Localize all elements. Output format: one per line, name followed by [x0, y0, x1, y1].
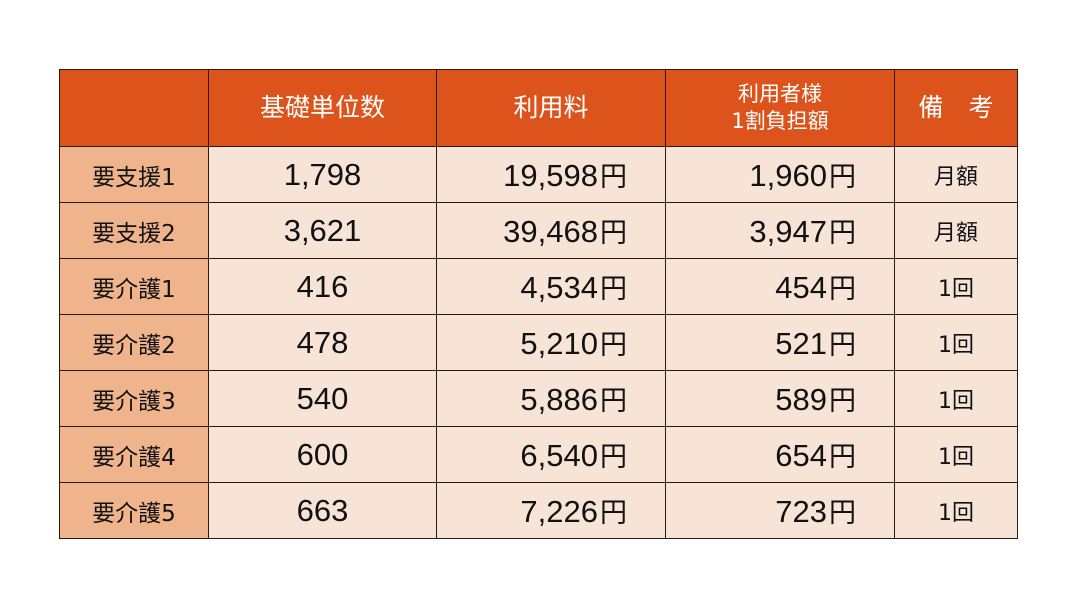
note-cell: 1回: [894, 482, 1018, 539]
header-copay-line1: 利用者様: [738, 82, 822, 106]
fee-value: 4,534: [520, 270, 598, 305]
units-cell: 478: [208, 314, 437, 371]
fee-cell: 39,468円: [436, 202, 666, 259]
note-cell: 1回: [894, 426, 1018, 483]
table-row: 要支援1 1,798 19,598円 1,960円 月額: [59, 146, 1018, 203]
table-row: 要介護2 478 5,210円 521円 1回: [59, 314, 1018, 371]
copay-value: 521: [775, 326, 827, 361]
header-fee: 利用料: [436, 69, 666, 147]
header-units: 基礎単位数: [208, 69, 437, 147]
header-note: 備 考: [894, 69, 1018, 147]
header-copay-line2: 1割負担額: [731, 109, 829, 133]
fee-cell: 19,598円: [436, 146, 666, 203]
currency-unit: 円: [829, 442, 856, 473]
currency-unit: 円: [600, 218, 627, 249]
currency-unit: 円: [829, 330, 856, 361]
row-label: 要支援1: [59, 146, 209, 203]
header-copay: 利用者様 1割負担額: [665, 69, 895, 147]
table-row: 要介護3 540 5,886円 589円 1回: [59, 370, 1018, 427]
note-cell: 1回: [894, 370, 1018, 427]
copay-value: 1,960: [749, 158, 827, 193]
copay-cell: 589円: [665, 370, 895, 427]
fee-cell: 5,886円: [436, 370, 666, 427]
fee-value: 5,210: [520, 326, 598, 361]
currency-unit: 円: [829, 162, 856, 193]
copay-value: 454: [775, 270, 827, 305]
units-cell: 416: [208, 258, 437, 315]
copay-cell: 3,947円: [665, 202, 895, 259]
units-cell: 540: [208, 370, 437, 427]
note-cell: 1回: [894, 258, 1018, 315]
row-label: 要介護3: [59, 370, 209, 427]
table-row: 要介護4 600 6,540円 654円 1回: [59, 426, 1018, 483]
row-label: 要介護5: [59, 482, 209, 539]
fee-value: 5,886: [520, 382, 598, 417]
fee-value: 39,468: [503, 214, 598, 249]
fee-table: 基礎単位数 利用料 利用者様 1割負担額 備 考 要支援1 1,798 19,59…: [59, 69, 1018, 539]
header-row: 基礎単位数 利用料 利用者様 1割負担額 備 考: [59, 69, 1018, 147]
fee-cell: 5,210円: [436, 314, 666, 371]
row-label: 要介護2: [59, 314, 209, 371]
copay-cell: 723円: [665, 482, 895, 539]
copay-cell: 454円: [665, 258, 895, 315]
currency-unit: 円: [600, 386, 627, 417]
currency-unit: 円: [829, 498, 856, 529]
currency-unit: 円: [600, 442, 627, 473]
table-row: 要介護1 416 4,534円 454円 1回: [59, 258, 1018, 315]
copay-cell: 1,960円: [665, 146, 895, 203]
currency-unit: 円: [829, 218, 856, 249]
copay-value: 723: [775, 494, 827, 529]
units-cell: 3,621: [208, 202, 437, 259]
copay-cell: 654円: [665, 426, 895, 483]
copay-value: 3,947: [749, 214, 827, 249]
row-label: 要介護4: [59, 426, 209, 483]
row-label: 要介護1: [59, 258, 209, 315]
fee-value: 19,598: [503, 158, 598, 193]
units-cell: 663: [208, 482, 437, 539]
units-cell: 1,798: [208, 146, 437, 203]
fee-cell: 7,226円: [436, 482, 666, 539]
table-row: 要介護5 663 7,226円 723円 1回: [59, 482, 1018, 539]
currency-unit: 円: [600, 498, 627, 529]
fee-value: 7,226: [520, 494, 598, 529]
currency-unit: 円: [829, 386, 856, 417]
note-cell: 月額: [894, 202, 1018, 259]
table-row: 要支援2 3,621 39,468円 3,947円 月額: [59, 202, 1018, 259]
units-cell: 600: [208, 426, 437, 483]
header-empty: [59, 69, 209, 147]
currency-unit: 円: [600, 162, 627, 193]
note-cell: 月額: [894, 146, 1018, 203]
fee-cell: 6,540円: [436, 426, 666, 483]
copay-value: 654: [775, 438, 827, 473]
row-label: 要支援2: [59, 202, 209, 259]
note-cell: 1回: [894, 314, 1018, 371]
fee-cell: 4,534円: [436, 258, 666, 315]
copay-cell: 521円: [665, 314, 895, 371]
fee-value: 6,540: [520, 438, 598, 473]
currency-unit: 円: [600, 330, 627, 361]
currency-unit: 円: [829, 274, 856, 305]
currency-unit: 円: [600, 274, 627, 305]
copay-value: 589: [775, 382, 827, 417]
